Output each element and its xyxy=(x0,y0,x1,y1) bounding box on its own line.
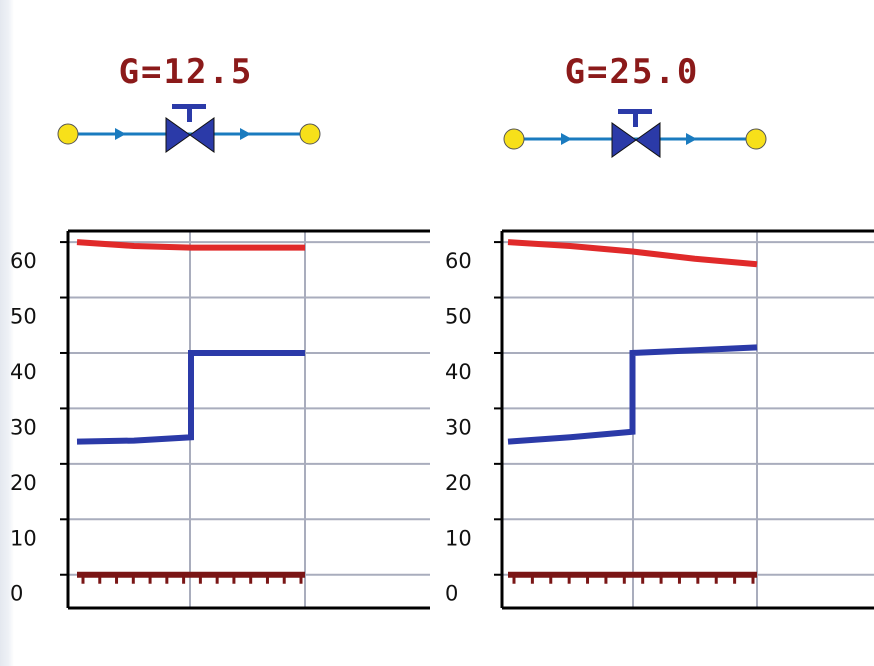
y-tick-label: 10 xyxy=(10,526,37,550)
node-icon[interactable] xyxy=(745,128,767,150)
y-tick-label: 30 xyxy=(445,415,472,439)
left-edge-strip xyxy=(0,0,14,666)
flow-label-2: G=25.0 xyxy=(564,52,700,92)
upper-series-line xyxy=(76,239,305,251)
node-icon[interactable] xyxy=(503,128,525,150)
y-tick-label: 60 xyxy=(445,249,472,273)
y-tick-label: 40 xyxy=(10,360,37,384)
y-tick-label: 40 xyxy=(445,360,472,384)
flow-label-1: G=12.5 xyxy=(118,52,254,92)
y-tick-label: 30 xyxy=(10,415,37,439)
valve-icon[interactable] xyxy=(165,104,215,153)
node-icon[interactable] xyxy=(57,123,79,145)
y-tick-label: 50 xyxy=(445,305,472,329)
y-tick-label: 0 xyxy=(445,582,458,606)
valve-icon[interactable] xyxy=(611,109,661,158)
y-tick-label: 50 xyxy=(10,305,37,329)
y-tick-label: 0 xyxy=(10,582,23,606)
node-icon[interactable] xyxy=(299,123,321,145)
lower-series-line xyxy=(507,344,758,445)
y-tick-label: 20 xyxy=(445,471,472,495)
y-tick-label: 10 xyxy=(445,526,472,550)
y-tick-label: 60 xyxy=(10,249,37,273)
lower-series-line xyxy=(76,349,305,445)
upper-series-line xyxy=(507,239,758,268)
y-tick-label: 20 xyxy=(10,471,37,495)
